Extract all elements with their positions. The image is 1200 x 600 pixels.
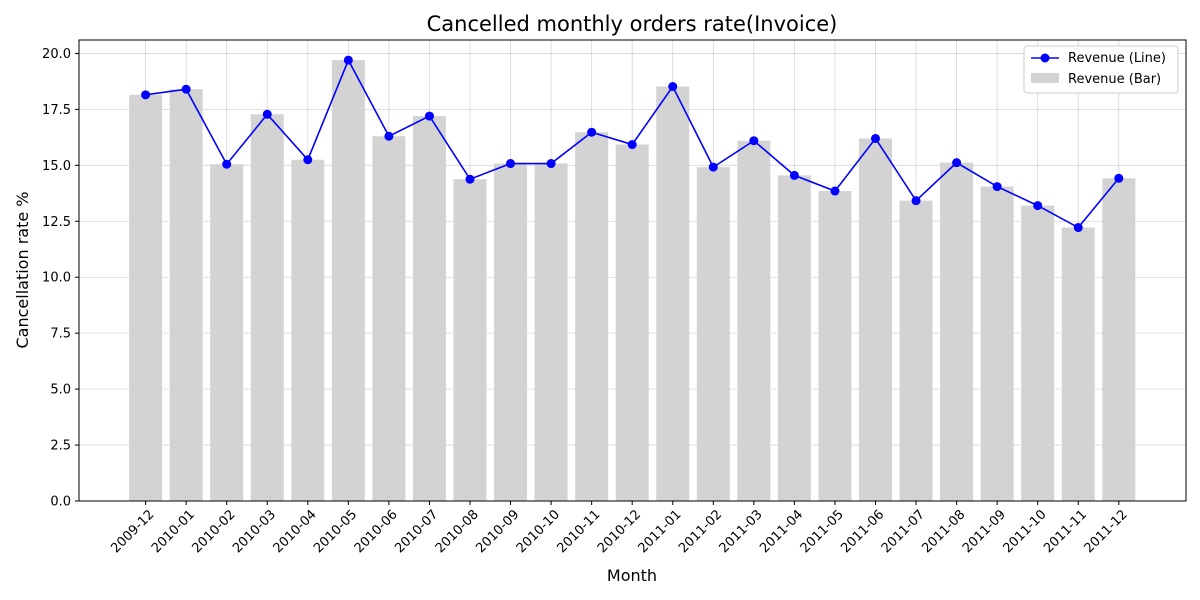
legend-bar-swatch [1031, 73, 1059, 83]
bar [331, 60, 365, 501]
x-tick-label: 2010-12 [595, 507, 644, 556]
bars [129, 60, 1136, 502]
y-tick-label: 0.0 [50, 495, 71, 510]
y-tick-label: 10.0 [42, 271, 71, 286]
x-tick-label: 2011-08 [919, 507, 968, 556]
legend-line-marker [1040, 53, 1050, 63]
line-point [506, 159, 516, 169]
x-tick-label: 2010-06 [352, 507, 401, 556]
bar [412, 116, 446, 502]
bar [575, 132, 609, 501]
bar [656, 86, 690, 501]
x-ticks: 2009-122010-012010-022010-032010-042010-… [108, 501, 1131, 556]
line-point [181, 84, 191, 94]
y-tick-label: 12.5 [42, 215, 71, 230]
line-point [343, 55, 353, 65]
bar [291, 159, 325, 502]
line-point [1114, 173, 1124, 183]
chart-title: Cancelled monthly orders rate(Invoice) [427, 12, 838, 36]
bar [818, 191, 852, 501]
line-point [262, 109, 272, 119]
line-point [952, 158, 962, 168]
x-tick-label: 2011-10 [1001, 507, 1050, 556]
x-tick-label: 2010-05 [311, 507, 360, 556]
line-point [627, 140, 637, 150]
x-tick-label: 2010-07 [392, 507, 441, 556]
x-tick-label: 2011-06 [838, 507, 887, 556]
bar [1061, 227, 1095, 501]
bar [696, 167, 730, 502]
x-tick-label: 2010-10 [514, 507, 563, 556]
bar [210, 164, 244, 501]
bar [615, 144, 649, 502]
x-tick-label: 2011-05 [798, 507, 847, 556]
bar [737, 140, 771, 501]
y-tick-label: 17.5 [42, 103, 71, 118]
line-point [911, 196, 921, 206]
bar [534, 163, 568, 501]
legend-box [1023, 45, 1179, 94]
line-point [546, 159, 556, 169]
x-tick-label: 2011-07 [879, 507, 928, 556]
x-tick-label: 2011-04 [757, 507, 806, 556]
bar [859, 138, 892, 502]
bar [980, 186, 1014, 502]
bar [940, 162, 974, 501]
y-tick-label: 15.0 [42, 159, 71, 174]
x-tick-label: 2010-02 [190, 507, 239, 556]
x-tick-label: 2009-12 [108, 507, 157, 556]
x-tick-label: 2011-03 [717, 507, 766, 556]
bar [494, 163, 528, 501]
x-tick-label: 2010-04 [271, 507, 320, 556]
line-point [871, 133, 880, 143]
x-tick-label: 2010-11 [554, 507, 603, 556]
line-point [830, 186, 840, 196]
line-point [749, 136, 759, 146]
x-axis-label: Month [607, 566, 657, 585]
legend: Revenue (Line) Revenue (Bar) [1023, 45, 1179, 94]
line-point [789, 170, 799, 180]
x-tick-label: 2010-03 [230, 507, 279, 556]
y-tick-label: 7.5 [50, 327, 71, 342]
line-point [708, 162, 718, 172]
x-tick-label: 2011-09 [960, 507, 1009, 556]
x-tick-label: 2011-11 [1041, 507, 1090, 556]
x-tick-label: 2011-02 [676, 507, 725, 556]
line-point [668, 82, 678, 92]
y-ticks: 0.0 2.5 5.0 7.5 10.0 12.5 15.0 17.5 20.0 [42, 47, 79, 510]
line-point [384, 131, 394, 141]
line-point [424, 111, 434, 121]
x-tick-label: 2010-09 [473, 507, 522, 556]
line-point [1073, 223, 1083, 233]
line-point [222, 159, 232, 169]
legend-label-line: Revenue (Line) [1068, 51, 1166, 66]
y-axis-label: Cancellation rate % [13, 192, 32, 349]
x-tick-label: 2010-08 [433, 507, 482, 556]
bar [372, 136, 406, 501]
line-point [587, 127, 597, 137]
y-tick-label: 2.5 [50, 439, 71, 454]
legend-label-bar: Revenue (Bar) [1068, 72, 1161, 87]
line-point [465, 174, 475, 184]
bar [453, 179, 487, 502]
line-point [303, 155, 313, 165]
line-point [141, 90, 151, 100]
line-point [1033, 201, 1043, 211]
bar [250, 114, 284, 501]
bar [1102, 178, 1136, 502]
bar [169, 89, 203, 502]
line-series [141, 55, 1124, 233]
y-tick-label: 5.0 [50, 383, 71, 398]
bar [777, 175, 811, 501]
line-point [992, 182, 1002, 192]
bar [1021, 205, 1055, 502]
y-tick-label: 20.0 [42, 47, 71, 62]
x-tick-label: 2010-01 [149, 507, 198, 556]
bar [899, 200, 933, 501]
x-tick-label: 2011-01 [636, 507, 685, 556]
x-tick-label: 2011-12 [1082, 507, 1131, 556]
bar [129, 94, 163, 501]
